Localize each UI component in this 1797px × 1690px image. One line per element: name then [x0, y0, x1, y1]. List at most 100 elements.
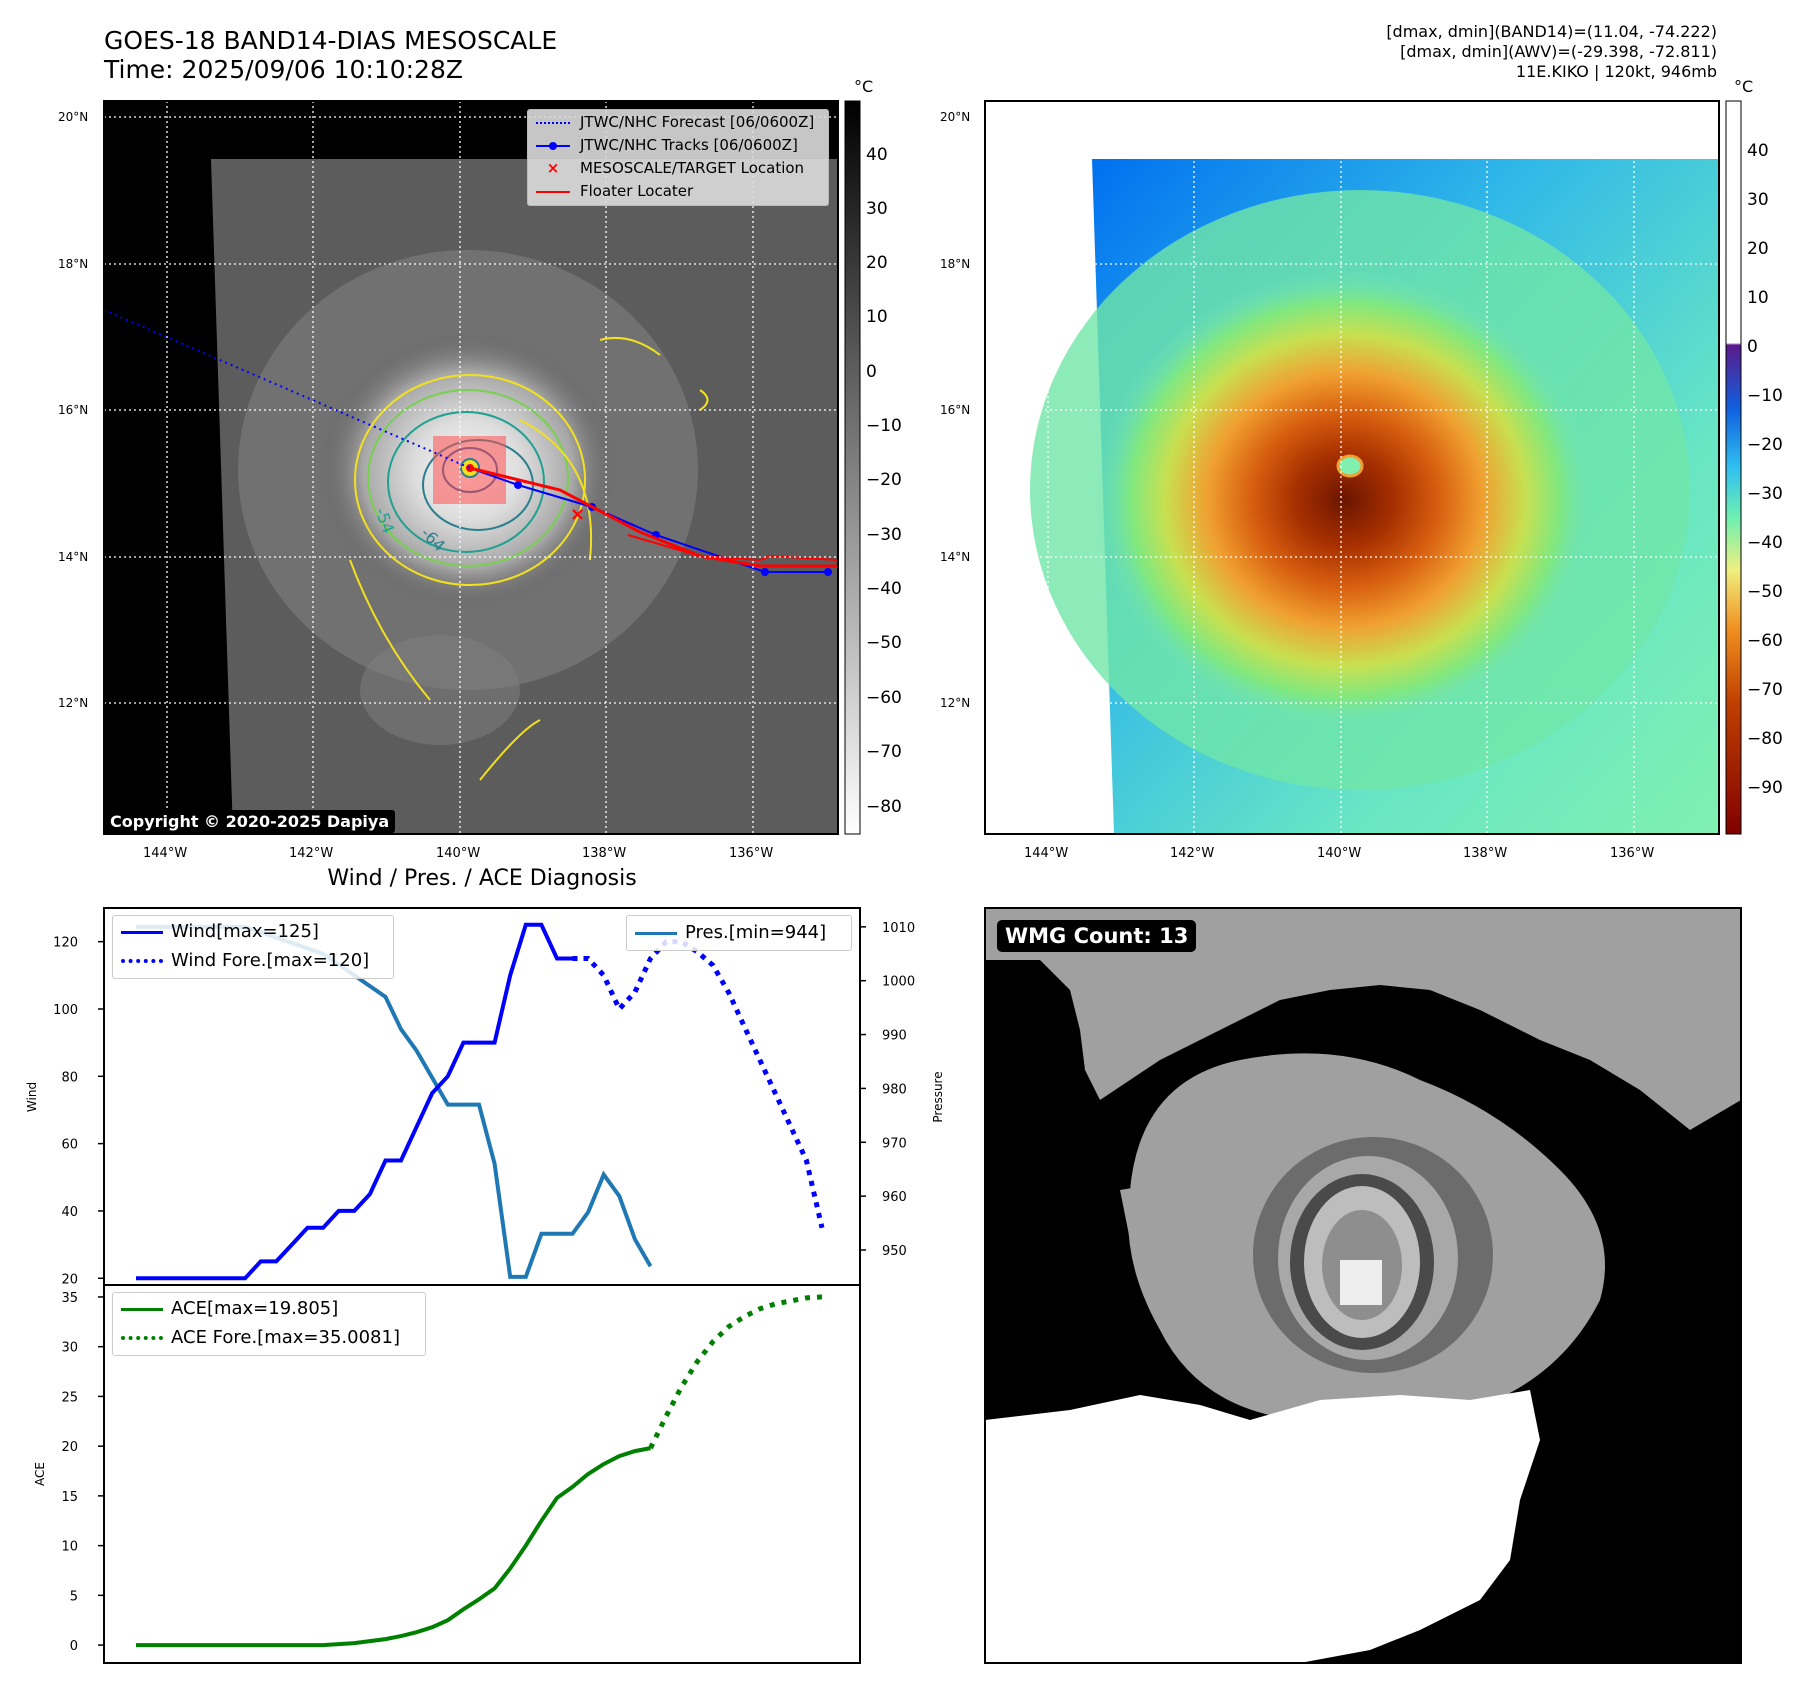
ace-tick-label: 10	[61, 1540, 78, 1555]
ace-tick-label: 5	[70, 1589, 78, 1604]
cbar-tick: 30	[866, 199, 888, 219]
pressure-tick-label: 980	[882, 1082, 907, 1097]
legend-item-tracks: JTWC/NHC Tracks [06/0600Z]	[536, 134, 828, 157]
cbar-tick: −50	[866, 633, 902, 653]
cbar-tick: −60	[866, 688, 902, 708]
lat-tick: 14°N	[58, 550, 89, 564]
lat-tick: 20°N	[58, 110, 89, 124]
diagnosis-title: Wind / Pres. / ACE Diagnosis	[327, 866, 637, 891]
lon-tick: 136°W	[729, 846, 774, 861]
lon-tick: 142°W	[1170, 846, 1215, 861]
lon-tick: 140°W	[1317, 846, 1362, 861]
dotted-line-swatch	[121, 1336, 163, 1340]
pressure-axis-label: Pressure	[931, 1071, 945, 1122]
ace-tick-label: 25	[61, 1390, 78, 1405]
lat-tick: 16°N	[940, 403, 971, 417]
legend-label: Pres.[min=944]	[685, 922, 827, 943]
info-line-2: [dmax, dmin](AWV)=(-29.398, -72.811)	[1400, 42, 1717, 61]
cbar-tick: 20	[1747, 239, 1769, 259]
lon-tick: 144°W	[143, 846, 188, 861]
lat-tick: 14°N	[940, 550, 971, 564]
wind-tick-label: 60	[61, 1138, 78, 1153]
cbar-tick: −50	[1747, 582, 1783, 602]
lat-tick: 18°N	[940, 257, 971, 271]
lat-tick: 16°N	[58, 403, 89, 417]
pressure-tick-label: 950	[882, 1244, 907, 1259]
lon-tick: 138°W	[1463, 846, 1508, 861]
pressure-tick-label: 970	[882, 1136, 907, 1151]
cbar-tick: −10	[866, 416, 902, 436]
legend-item-forecast: JTWC/NHC Forecast [06/0600Z]	[536, 111, 828, 134]
cbar-tick: 30	[1747, 190, 1769, 210]
pressure-line	[136, 924, 653, 1279]
colorbar-unit: °C	[1734, 77, 1754, 96]
legend-item-wind-forecast: Wind Fore.[max=120]	[121, 946, 393, 975]
wind-tick-label: 40	[61, 1205, 78, 1220]
legend-item-target: × MESOSCALE/TARGET Location	[536, 157, 828, 180]
solid-line-swatch	[635, 931, 677, 935]
lon-tick: 138°W	[582, 846, 627, 861]
legend-label: Floater Locater	[580, 182, 694, 200]
title-line-1: GOES-18 BAND14-DIAS MESOSCALE	[104, 26, 558, 55]
ace-tick-label: 35	[61, 1291, 78, 1306]
wind-y-axis: 20 40 60 80 100 120	[53, 936, 104, 1287]
cross-icon: ×	[546, 159, 560, 177]
colorbar-unit: °C	[854, 77, 874, 96]
dotted-line-swatch	[121, 959, 163, 963]
storm-info: [dmax, dmin](BAND14)=(11.04, -74.222) [d…	[1386, 22, 1717, 82]
legend-label: JTWC/NHC Forecast [06/0600Z]	[580, 113, 815, 131]
legend-item-ace-forecast: ACE Fore.[max=35.0081]	[121, 1323, 425, 1352]
cbar-tick: 10	[866, 307, 888, 327]
solid-line-swatch	[121, 930, 163, 934]
ace-legend: ACE[max=19.805] ACE Fore.[max=35.0081]	[112, 1292, 426, 1356]
wind-axis-label: Wind	[25, 1082, 39, 1112]
legend-item-floater: Floater Locater	[536, 180, 828, 203]
wind-tick-label: 100	[53, 1003, 78, 1018]
cbar-tick: 0	[1747, 337, 1758, 357]
ace-tick-label: 15	[61, 1490, 78, 1505]
ace-panel-frame	[103, 1284, 861, 1664]
info-line-1: [dmax, dmin](BAND14)=(11.04, -74.222)	[1386, 22, 1717, 41]
pressure-legend: Pres.[min=944]	[626, 915, 852, 951]
cbar-tick: −40	[866, 579, 902, 599]
solid-line-swatch	[121, 1307, 163, 1311]
ace-tick-label: 30	[61, 1341, 78, 1356]
cbar-tick: 40	[866, 145, 888, 165]
cbar-tick: −90	[1747, 778, 1783, 798]
pressure-tick-label: 960	[882, 1190, 907, 1205]
cbar-tick: −40	[1747, 533, 1783, 553]
lat-tick: 12°N	[940, 696, 971, 710]
wind-tick-label: 20	[61, 1272, 78, 1287]
cbar-tick: 10	[1747, 288, 1769, 308]
ace-tick-label: 20	[61, 1440, 78, 1455]
cbar-tick: −60	[1747, 631, 1783, 651]
cbar-tick: 0	[866, 362, 877, 382]
ace-tick-label: 0	[70, 1639, 78, 1654]
cbar-tick: −80	[1747, 729, 1783, 749]
ace-forecast-line	[648, 1294, 823, 1450]
lon-tick: 140°W	[436, 846, 481, 861]
ace-y-axis: 0 5 10 15 20 25 30 35	[61, 1291, 104, 1654]
solid-line-swatch	[536, 190, 570, 193]
line-dot-swatch	[536, 141, 570, 150]
legend-label: Wind[max=125]	[171, 921, 319, 942]
cbar-tick: −70	[866, 742, 902, 762]
lon-tick: 136°W	[1610, 846, 1655, 861]
legend-label: Wind Fore.[max=120]	[171, 950, 370, 971]
legend-label: JTWC/NHC Tracks [06/0600Z]	[580, 136, 798, 154]
cbar-tick: −70	[1747, 680, 1783, 700]
lat-tick: 12°N	[58, 696, 89, 710]
pressure-y-axis: 950 960 970 980 990 1000 1010	[860, 921, 915, 1259]
map-legend: JTWC/NHC Forecast [06/0600Z] JTWC/NHC Tr…	[527, 109, 829, 206]
cbar-tick: −20	[866, 470, 902, 490]
info-line-3: 11E.KIKO | 120kt, 946mb	[1515, 62, 1717, 81]
dotted-line-swatch	[536, 121, 570, 124]
legend-label: ACE[max=19.805]	[171, 1298, 339, 1319]
pressure-tick-label: 1000	[882, 975, 915, 990]
pressure-tick-label: 990	[882, 1029, 907, 1044]
ace-axis-label: ACE	[33, 1462, 47, 1486]
cbar-tick: −30	[1747, 484, 1783, 504]
wind-line	[136, 922, 573, 1281]
wind-tick-label: 120	[53, 936, 78, 951]
